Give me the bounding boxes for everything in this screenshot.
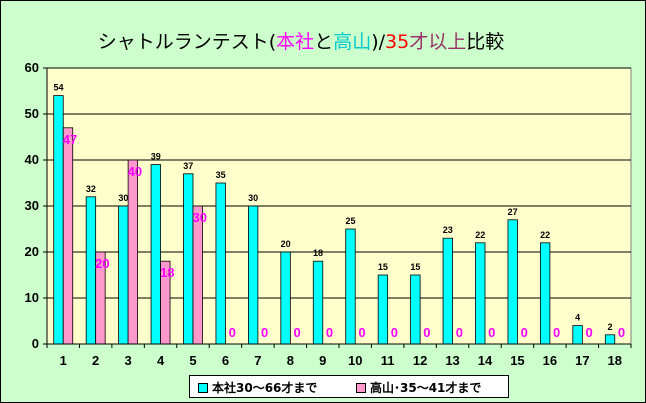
data-label-series-1: 20: [281, 239, 291, 249]
data-label-series-1: 22: [475, 230, 485, 240]
bar-series-1: [475, 242, 486, 345]
data-label-series-2: 0: [423, 325, 430, 340]
bar-series-1: [507, 219, 518, 345]
data-label-series-2: 18: [160, 265, 174, 280]
data-label-series-1: 32: [86, 184, 96, 194]
x-tick-label: 15: [510, 353, 524, 368]
data-label-series-1: 4: [575, 313, 580, 323]
x-tick-label: 8: [287, 353, 294, 368]
bar-series-2: [192, 205, 203, 345]
title-part-highlight: 高山: [333, 31, 372, 53]
bar-series-2: [127, 159, 139, 345]
bar-series-1: [280, 251, 291, 345]
data-label-series-2: 30: [193, 210, 207, 225]
data-label-series-1: 30: [248, 193, 258, 203]
data-label-series-2: 0: [391, 325, 398, 340]
x-tick-label: 17: [575, 353, 589, 368]
data-label-series-2: 0: [488, 325, 495, 340]
title-part: シャトルランテスト(: [97, 31, 277, 53]
x-tick-label: 6: [222, 353, 229, 368]
legend-item-series-1: 本社30～66才まで: [198, 379, 317, 396]
data-label-series-1: 22: [540, 230, 550, 240]
y-tick-label: 50: [25, 106, 39, 121]
data-label-series-2: 0: [358, 325, 365, 340]
x-tick-label: 7: [254, 353, 261, 368]
bar-series-1: [377, 274, 389, 345]
data-label-series-1: 54: [53, 83, 63, 93]
bar-series-1: [118, 205, 129, 345]
data-label-series-2: 0: [326, 325, 333, 340]
data-label-series-2: 0: [521, 325, 528, 340]
data-label-series-2: 0: [553, 325, 560, 340]
title-part: )/: [371, 31, 386, 53]
data-label-series-2: 0: [618, 325, 625, 340]
legend-item-series-2: 高山･35～41才まで: [356, 379, 481, 396]
x-tick-label: 16: [543, 353, 557, 368]
legend: 本社30～66才まで 高山･35～41才まで: [189, 375, 509, 398]
x-tick-label: 1: [60, 353, 67, 368]
x-tick-label: 18: [608, 353, 622, 368]
legend-label: 本社30～66才まで: [212, 381, 318, 395]
data-label-series-1: 18: [313, 248, 323, 258]
y-tick-label: 20: [25, 244, 39, 259]
data-label-series-2: 0: [585, 325, 592, 340]
x-tick-label: 9: [319, 353, 326, 368]
title-part: と: [314, 31, 334, 53]
data-label-series-2: 0: [293, 325, 300, 340]
title-part-highlight: 才以上: [409, 31, 467, 53]
y-tick-label: 40: [25, 152, 39, 167]
data-label-series-1: 2: [608, 322, 613, 332]
bar-series-1: [183, 173, 194, 345]
data-label-series-2: 40: [128, 164, 142, 179]
chart-title: シャトルランテスト(本社と高山)/35才以上比較: [1, 27, 601, 54]
x-tick-label: 11: [381, 353, 395, 368]
x-tick-label: 4: [157, 353, 165, 368]
data-label-series-1: 27: [508, 207, 518, 217]
legend-swatch: [198, 382, 208, 393]
bar-series-1: [410, 274, 421, 345]
bar-series-1: [247, 205, 259, 345]
data-label-series-1: 35: [216, 170, 226, 180]
data-label-series-2: 47: [63, 132, 77, 147]
x-tick-label: 5: [189, 353, 196, 368]
x-tick-label: 14: [478, 353, 493, 368]
bar-series-1: [345, 228, 356, 345]
legend-label: 高山･35～41才まで: [370, 381, 482, 395]
data-label-series-1: 23: [443, 225, 453, 235]
x-tick-label: 2: [92, 353, 99, 368]
y-tick-label: 10: [25, 290, 39, 305]
bar-series-1: [572, 325, 583, 345]
data-label-series-2: 0: [456, 325, 463, 340]
data-label-series-1: 37: [183, 161, 193, 171]
bar-series-1: [604, 334, 616, 345]
legend-swatch: [356, 382, 366, 393]
title-part: 比較: [466, 31, 505, 53]
y-tick-label: 0: [32, 336, 39, 351]
bar-series-1: [150, 164, 161, 345]
x-tick-label: 10: [348, 353, 362, 368]
data-label-series-2: 20: [95, 256, 109, 271]
data-label-series-2: 0: [261, 325, 268, 340]
x-tick-label: 13: [445, 353, 459, 368]
data-label-series-1: 15: [378, 262, 388, 272]
title-part-highlight: 本社: [276, 31, 315, 53]
data-label-series-1: 25: [345, 216, 355, 226]
bar-series-1: [312, 260, 324, 345]
x-tick-label: 12: [413, 353, 427, 368]
title-part-highlight: 35: [385, 31, 410, 53]
data-label-series-1: 39: [151, 152, 161, 162]
bar-series-1: [215, 182, 226, 345]
data-label-series-2: 0: [229, 325, 236, 340]
y-tick-label: 30: [25, 198, 39, 213]
bar-series-1: [442, 237, 453, 345]
data-label-series-1: 15: [410, 262, 420, 272]
data-label-series-1: 30: [118, 193, 128, 203]
bar-series-2: [62, 127, 74, 345]
y-tick-label: 60: [25, 60, 39, 75]
x-tick-label: 3: [124, 353, 131, 368]
bar-series-1: [539, 242, 551, 345]
